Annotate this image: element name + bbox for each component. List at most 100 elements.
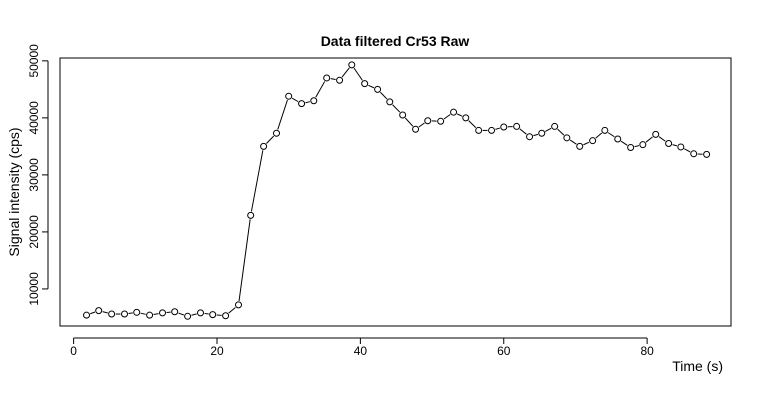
series-line-segment <box>646 137 653 142</box>
series-line-segment <box>495 128 499 129</box>
series-line-segment <box>672 145 676 146</box>
data-point <box>109 311 115 317</box>
data-point <box>666 141 672 147</box>
series-line-segment <box>368 85 374 87</box>
series-line-segment <box>342 68 349 77</box>
data-point <box>438 118 444 124</box>
data-point <box>311 98 317 104</box>
data-point <box>489 127 495 133</box>
data-point <box>375 86 381 92</box>
data-point <box>299 101 305 107</box>
x-tick-label: 40 <box>354 344 368 358</box>
series-line-segment <box>684 149 690 152</box>
series-line-segment <box>305 102 309 103</box>
data-point <box>248 212 254 218</box>
y-axis-label: Signal intensity (cps) <box>6 127 22 256</box>
series-line-segment <box>292 98 298 101</box>
data-point <box>501 124 507 130</box>
data-point <box>653 131 659 137</box>
series-line-segment <box>457 114 462 116</box>
series-line-segment <box>583 142 589 144</box>
series-line-segment <box>621 141 627 145</box>
data-point <box>413 126 419 132</box>
data-point <box>602 127 608 133</box>
data-point <box>324 75 330 81</box>
series-line-segment <box>154 314 159 315</box>
series-line-segment <box>278 100 288 129</box>
data-point <box>552 123 558 129</box>
data-point <box>185 313 191 319</box>
series-line-segment <box>545 128 551 131</box>
series-line-segment <box>380 92 387 99</box>
series-line-segment <box>266 136 273 143</box>
plot-frame <box>60 58 731 326</box>
data-point <box>337 77 343 83</box>
chart-title: Data filtered Cr53 Raw <box>321 33 470 49</box>
data-point <box>172 309 178 315</box>
series-line-segment <box>103 312 108 313</box>
series-line-segment <box>533 134 537 135</box>
data-point <box>210 312 216 318</box>
data-point <box>236 302 242 308</box>
data-point <box>147 312 153 318</box>
series-line-segment <box>141 313 146 314</box>
data-point <box>84 312 90 318</box>
series-line-segment <box>570 140 576 144</box>
series-line-segment <box>191 314 196 315</box>
series-line-segment <box>229 307 236 313</box>
series-line-segment <box>178 313 183 315</box>
data-point <box>628 145 634 151</box>
data-point <box>286 93 292 99</box>
series-line-segment <box>251 150 262 211</box>
data-point <box>96 308 102 314</box>
data-point <box>122 311 128 317</box>
data-point <box>451 109 457 115</box>
data-point <box>160 310 166 316</box>
series-line-segment <box>419 123 425 127</box>
data-point <box>564 135 570 141</box>
series-line-segment <box>316 81 325 97</box>
y-tick-label: 30000 <box>27 158 41 192</box>
series-line-segment <box>354 68 362 80</box>
data-point <box>640 142 646 148</box>
data-point <box>476 127 482 133</box>
data-point <box>704 151 710 157</box>
data-point <box>539 130 545 136</box>
data-point <box>678 144 684 150</box>
x-tick-label: 0 <box>70 344 77 358</box>
data-point <box>362 81 368 87</box>
series-line-segment <box>608 133 614 137</box>
data-point <box>387 99 393 105</box>
series-line-segment <box>520 129 527 134</box>
data-point <box>463 115 469 121</box>
y-tick-label: 50000 <box>27 44 41 78</box>
data-point <box>577 143 583 149</box>
data-point <box>527 134 533 140</box>
y-tick-label: 20000 <box>27 215 41 249</box>
data-point <box>261 143 267 149</box>
x-axis-label: Time (s) <box>672 358 723 374</box>
data-point <box>590 138 596 144</box>
data-point <box>198 310 204 316</box>
data-point <box>273 130 279 136</box>
series-line-segment <box>444 114 450 119</box>
y-tick-label: 40000 <box>27 101 41 135</box>
series-line-segment <box>128 313 132 314</box>
data-point <box>349 62 355 68</box>
x-tick-label: 80 <box>640 344 654 358</box>
series-line-segment <box>393 105 400 112</box>
series-line-segment <box>90 312 95 314</box>
data-point <box>615 136 621 142</box>
series-line-segment <box>331 79 336 80</box>
data-point <box>134 309 140 315</box>
series-line-segment <box>204 313 208 314</box>
series-line-segment <box>239 219 250 301</box>
data-point <box>400 112 406 118</box>
data-point <box>514 123 520 129</box>
series-line-segment <box>596 133 602 138</box>
series-line-segment <box>635 146 639 147</box>
series-line-segment <box>558 129 564 135</box>
